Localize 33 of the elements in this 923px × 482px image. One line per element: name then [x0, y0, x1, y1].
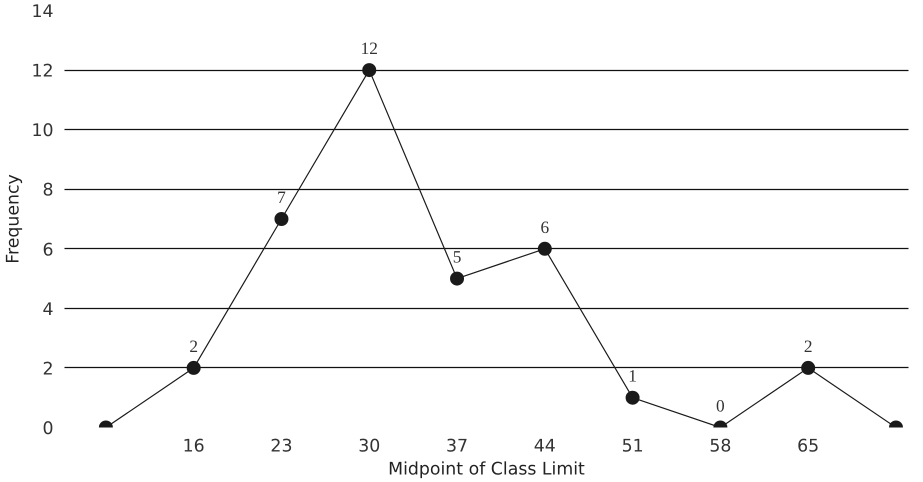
- point: [274, 212, 288, 226]
- y-tick-label: 12: [31, 62, 54, 82]
- y-tick-label: 14: [31, 2, 54, 22]
- y-tick-label: 6: [42, 240, 54, 260]
- y-tick-label: 2: [42, 359, 54, 380]
- x-tick-label: 23: [270, 436, 292, 456]
- data-label: 6: [540, 218, 550, 237]
- y-tick-label: 8: [42, 180, 54, 201]
- x-tick-label: 16: [182, 436, 205, 456]
- point: [362, 63, 376, 78]
- data-label: 2: [804, 336, 813, 356]
- x-tick-label: 58: [709, 436, 732, 456]
- y-tick-label: 0: [42, 419, 54, 439]
- x-tick-label: 44: [534, 436, 556, 456]
- x-tick-label: 30: [358, 436, 380, 456]
- point: [801, 360, 816, 375]
- data-label: 1: [628, 366, 637, 386]
- x-axis-title: Midpoint of Class Limit: [388, 460, 586, 480]
- y-axis-title: Frequency: [3, 174, 24, 264]
- data-label: 2: [189, 336, 198, 356]
- data-label: 5: [452, 248, 462, 267]
- x-tick-label: 37: [446, 436, 468, 456]
- point: [538, 242, 552, 256]
- data-label: 0: [716, 396, 725, 416]
- x-tick-label: 51: [622, 436, 644, 456]
- point: [450, 272, 464, 286]
- x-tick-label: 65: [797, 436, 820, 456]
- y-tick-label: 10: [31, 121, 54, 142]
- data-label: 7: [277, 188, 286, 207]
- point: [186, 360, 201, 375]
- data-label: 12: [360, 39, 378, 58]
- point: [626, 390, 640, 405]
- y-tick-label: 4: [42, 300, 54, 320]
